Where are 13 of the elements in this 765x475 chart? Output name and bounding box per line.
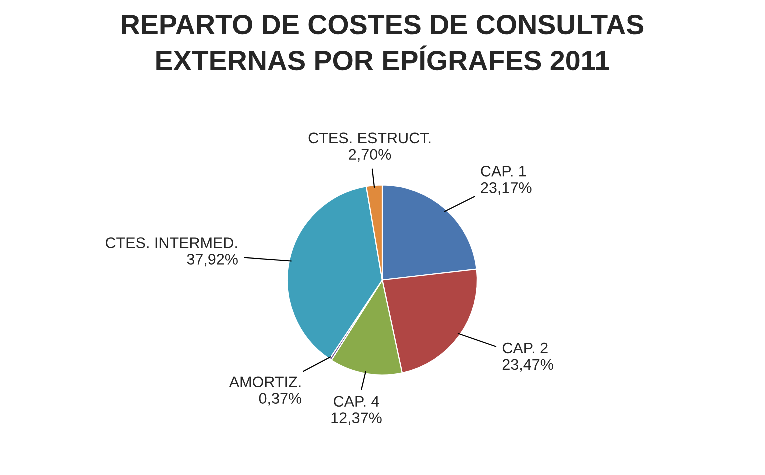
data-label: 23,47% [502,359,554,372]
data-label: 0,37% [259,393,302,406]
data-label: 12,37% [332,412,382,426]
slice-label: CAP. 4 [334,396,380,408]
slice-label: CAP. 1 [481,166,526,177]
slice-label: CAP. 2 [502,342,548,354]
slice-label: CTES. ESTRUCT. [308,132,431,144]
data-label: 37,92% [187,254,238,267]
data-label: 23,17% [481,182,532,196]
slice-label: CTES. INTERMED. [106,238,238,248]
slice-label: AMORTIZ. [229,376,301,388]
chart-title: REPARTO DE COSTES DE CONSULTAS EXTERNAS POR EPÍGRAFES 2011 [122,14,644,71]
data-label: 2,70% [349,149,392,162]
